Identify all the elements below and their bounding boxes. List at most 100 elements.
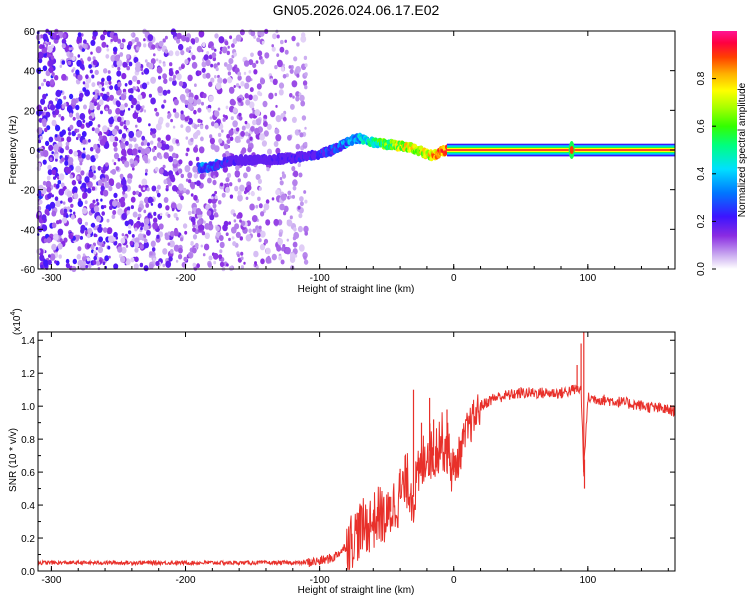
y-tick-label: 0.4 bbox=[21, 501, 35, 512]
noise-speckle bbox=[260, 258, 265, 265]
noise-speckle bbox=[275, 104, 278, 108]
noise-speckle bbox=[205, 72, 211, 79]
noise-speckle bbox=[113, 146, 118, 152]
noise-speckle bbox=[178, 81, 184, 87]
x-tick-label: 0 bbox=[451, 575, 457, 586]
noise-speckle bbox=[172, 125, 176, 129]
noise-speckle bbox=[131, 234, 135, 238]
x-tick-label: -300 bbox=[41, 575, 61, 586]
noise-speckle bbox=[132, 148, 138, 156]
snr-x-label: Height of straight line (km) bbox=[298, 585, 415, 596]
noise-speckle bbox=[238, 116, 243, 121]
noise-speckle bbox=[271, 46, 276, 52]
noise-speckle bbox=[49, 201, 56, 209]
noise-speckle bbox=[281, 173, 287, 179]
noise-speckle bbox=[109, 205, 113, 210]
noise-speckle bbox=[48, 41, 51, 46]
noise-speckle bbox=[134, 64, 141, 73]
noise-speckle bbox=[111, 168, 117, 175]
noise-speckle bbox=[225, 186, 230, 193]
noise-speckle bbox=[250, 126, 255, 132]
noise-speckle bbox=[168, 156, 174, 163]
noise-speckle bbox=[284, 39, 288, 43]
noise-speckle bbox=[237, 194, 243, 202]
noise-speckle bbox=[69, 93, 74, 100]
noise-speckle bbox=[128, 61, 133, 67]
noise-speckle bbox=[111, 214, 116, 219]
noise-speckle bbox=[158, 168, 164, 175]
noise-speckle bbox=[163, 78, 168, 84]
noise-speckle bbox=[207, 198, 212, 204]
noise-speckle bbox=[38, 117, 43, 123]
noise-speckle bbox=[42, 121, 47, 128]
noise-speckle bbox=[278, 255, 283, 261]
noise-speckle bbox=[218, 235, 224, 241]
noise-speckle bbox=[107, 70, 111, 74]
noise-speckle bbox=[180, 50, 185, 56]
noise-speckle bbox=[250, 52, 254, 58]
noise-speckle bbox=[283, 211, 287, 216]
noise-speckle bbox=[252, 228, 257, 234]
noise-speckle bbox=[304, 141, 308, 147]
noise-speckle bbox=[265, 256, 272, 264]
noise-speckle bbox=[295, 143, 301, 150]
noise-speckle bbox=[167, 213, 171, 218]
noise-speckle bbox=[276, 59, 283, 68]
noise-speckle bbox=[54, 75, 59, 81]
noise-speckle bbox=[115, 107, 121, 115]
noise-speckle bbox=[139, 244, 144, 250]
noise-speckle bbox=[245, 196, 249, 200]
noise-speckle bbox=[201, 67, 206, 73]
noise-speckle bbox=[217, 77, 223, 84]
noise-speckle bbox=[82, 139, 87, 145]
noise-speckle bbox=[68, 131, 72, 136]
noise-speckle bbox=[165, 122, 170, 128]
noise-speckle bbox=[117, 157, 121, 162]
noise-speckle bbox=[229, 35, 233, 40]
noise-speckle bbox=[214, 195, 218, 200]
noise-speckle bbox=[207, 177, 212, 184]
noise-speckle bbox=[115, 182, 122, 190]
spectrogram-track bbox=[196, 132, 457, 174]
noise-speckle bbox=[245, 75, 252, 83]
noise-speckle bbox=[157, 137, 161, 142]
noise-speckle bbox=[197, 118, 201, 124]
noise-speckle bbox=[100, 167, 103, 171]
noise-speckle bbox=[153, 53, 156, 57]
noise-speckle bbox=[259, 133, 265, 141]
noise-speckle bbox=[278, 82, 285, 89]
noise-speckle bbox=[212, 175, 216, 179]
noise-speckle bbox=[52, 33, 58, 39]
noise-speckle bbox=[117, 208, 123, 216]
noise-speckle bbox=[198, 224, 204, 231]
noise-speckle bbox=[121, 213, 127, 220]
noise-speckle bbox=[143, 109, 147, 113]
noise-speckle bbox=[104, 81, 109, 86]
noise-speckle bbox=[126, 148, 133, 156]
noise-speckle bbox=[196, 219, 202, 226]
noise-speckle bbox=[125, 119, 130, 126]
noise-speckle bbox=[257, 30, 262, 36]
noise-speckle bbox=[298, 92, 302, 96]
noise-speckle bbox=[142, 105, 145, 109]
y-tick-label: 0.2 bbox=[21, 534, 35, 545]
noise-speckle bbox=[126, 66, 130, 71]
noise-speckle bbox=[98, 84, 103, 89]
noise-speckle bbox=[81, 207, 88, 214]
noise-speckle bbox=[122, 190, 126, 195]
noise-speckle bbox=[233, 219, 237, 223]
noise-speckle bbox=[291, 116, 297, 123]
noise-speckle bbox=[108, 80, 112, 85]
noise-speckle bbox=[157, 142, 162, 149]
noise-speckle bbox=[85, 122, 89, 127]
noise-speckle bbox=[289, 256, 296, 263]
noise-speckle bbox=[106, 218, 110, 223]
noise-speckle bbox=[41, 44, 45, 49]
x-tick-label: 0 bbox=[451, 273, 457, 284]
noise-speckle bbox=[185, 37, 190, 43]
noise-speckle bbox=[273, 218, 280, 226]
noise-speckle bbox=[141, 178, 148, 186]
noise-speckle bbox=[134, 242, 140, 249]
noise-speckle bbox=[276, 53, 280, 57]
noise-speckle bbox=[278, 232, 283, 237]
